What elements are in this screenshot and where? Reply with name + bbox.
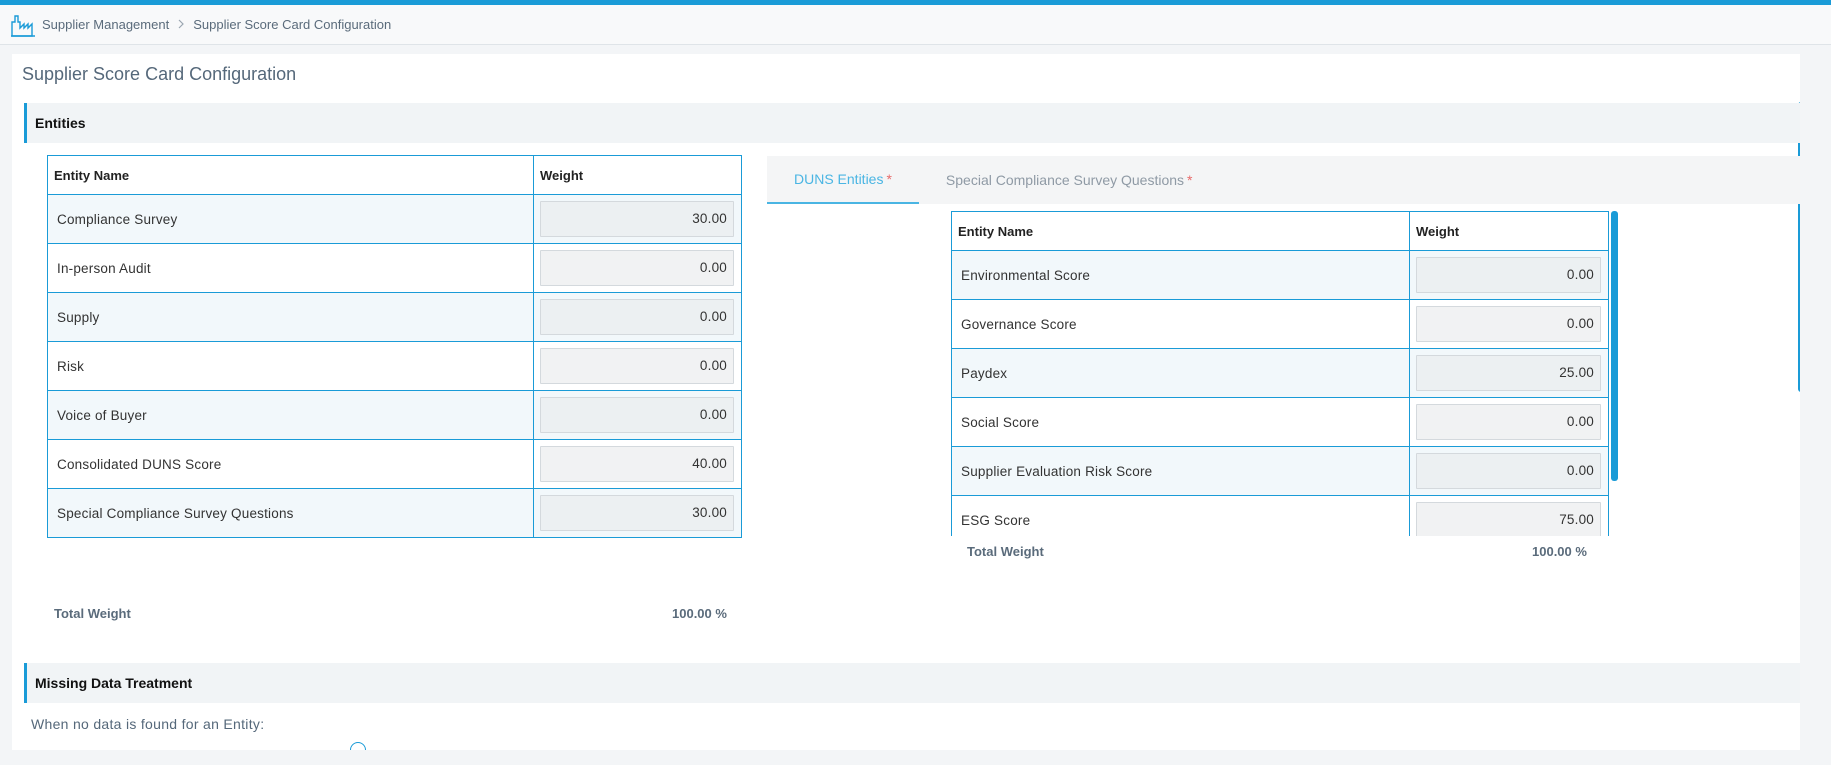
table-row: Risk 0.00 [47, 341, 742, 391]
breadcrumb-current-page: Supplier Score Card Configuration [193, 17, 392, 32]
entity-name-cell: Supply [47, 292, 534, 342]
tab-label: DUNS Entities [794, 171, 884, 187]
column-header-entity-name: Entity Name [47, 155, 534, 195]
entities-total-value: 100.00 % [672, 606, 727, 621]
entities-total-label: Total Weight [54, 606, 131, 621]
weight-cell: 0.00 [533, 243, 742, 293]
breadcrumb-supplier-management[interactable]: Supplier Management [42, 17, 170, 32]
entity-name-cell: Social Score [951, 397, 1410, 447]
table-row: Supplier Evaluation Risk Score 0.00 [951, 446, 1609, 496]
weight-input[interactable]: 0.00 [540, 348, 734, 384]
entity-name-cell: Special Compliance Survey Questions [47, 488, 534, 538]
missing-data-radio-option[interactable] [350, 742, 366, 750]
weight-input[interactable]: 0.00 [540, 299, 734, 335]
weight-cell: 25.00 [1409, 348, 1609, 398]
entity-name-cell: ESG Score [951, 495, 1410, 536]
top-accent-bar [0, 0, 1831, 5]
duns-table-scrollbar[interactable] [1611, 211, 1618, 481]
table-row: Special Compliance Survey Questions 30.0… [47, 488, 742, 538]
weight-input[interactable]: 30.00 [540, 201, 734, 237]
table-row: Governance Score 0.00 [951, 299, 1609, 349]
weight-cell: 30.00 [533, 488, 742, 538]
weight-input[interactable]: 30.00 [540, 495, 734, 531]
column-header-entity-name: Entity Name [951, 211, 1410, 251]
required-marker: * [886, 171, 892, 187]
weight-cell: 0.00 [533, 341, 742, 391]
entity-name-cell: Compliance Survey [47, 194, 534, 244]
tab-label: Special Compliance Survey Questions [945, 172, 1185, 188]
weight-input[interactable]: 40.00 [540, 446, 734, 482]
breadcrumb: Supplier Management Supplier Score Card … [0, 5, 1831, 45]
entity-name-cell: Risk [47, 341, 534, 391]
table-row: Consolidated DUNS Score 40.00 [47, 439, 742, 489]
table-header-row: Entity Name Weight [47, 155, 742, 195]
weight-cell: 40.00 [533, 439, 742, 489]
entity-name-cell: In-person Audit [47, 243, 534, 293]
weight-input[interactable]: 0.00 [1416, 306, 1601, 342]
supplier-factory-icon [10, 12, 36, 38]
table-row: In-person Audit 0.00 [47, 243, 742, 293]
main-panel: Supplier Score Card Configuration Entiti… [12, 54, 1800, 750]
page-scrollbar[interactable] [1798, 102, 1800, 392]
table-row: Environmental Score 0.00 [951, 250, 1609, 300]
table-row: Compliance Survey 30.00 [47, 194, 742, 244]
tab-duns-entities[interactable]: DUNS Entities * [767, 156, 919, 204]
table-header-row: Entity Name Weight [951, 211, 1609, 251]
duns-total-label: Total Weight [967, 544, 1044, 559]
weight-cell: 0.00 [1409, 250, 1609, 300]
duns-total-value: 100.00 % [1532, 544, 1587, 559]
entities-section-title: Entities [35, 115, 86, 131]
entity-name-cell: Governance Score [951, 299, 1410, 349]
column-header-weight: Weight [1409, 211, 1609, 251]
entity-name-cell: Paydex [951, 348, 1410, 398]
missing-data-section-title: Missing Data Treatment [35, 675, 193, 691]
table-row: Voice of Buyer 0.00 [47, 390, 742, 440]
entities-section-header: Entities [24, 103, 1800, 143]
entity-name-cell: Supplier Evaluation Risk Score [951, 446, 1410, 496]
weight-input[interactable]: 0.00 [1416, 257, 1601, 293]
weight-input[interactable]: 0.00 [1416, 453, 1601, 489]
weight-input[interactable]: 25.00 [1416, 355, 1601, 391]
weight-input[interactable]: 75.00 [1416, 502, 1601, 536]
entities-table: Entity Name Weight Compliance Survey 30.… [47, 155, 742, 538]
missing-data-section-header: Missing Data Treatment [24, 663, 1800, 703]
weight-cell: 0.00 [1409, 397, 1609, 447]
entity-name-cell: Environmental Score [951, 250, 1410, 300]
entity-name-cell: Voice of Buyer [47, 390, 534, 440]
duns-entities-table: Entity Name Weight Environmental Score 0… [951, 211, 1609, 536]
entity-name-cell: Consolidated DUNS Score [47, 439, 534, 489]
entity-tabs: DUNS Entities * Special Compliance Survey… [767, 156, 1800, 204]
weight-input[interactable]: 0.00 [540, 250, 734, 286]
weight-input[interactable]: 0.00 [540, 397, 734, 433]
weight-cell: 30.00 [533, 194, 742, 244]
weight-cell: 0.00 [533, 390, 742, 440]
chevron-right-icon [177, 18, 185, 32]
column-header-weight: Weight [533, 155, 742, 195]
missing-data-prompt: When no data is found for an Entity: [31, 716, 265, 732]
weight-cell: 0.00 [1409, 299, 1609, 349]
table-row: ESG Score 75.00 [951, 495, 1609, 536]
table-row: Paydex 25.00 [951, 348, 1609, 398]
table-row: Social Score 0.00 [951, 397, 1609, 447]
page-title: Supplier Score Card Configuration [22, 64, 297, 84]
tab-special-compliance-survey-questions[interactable]: Special Compliance Survey Questions * [919, 156, 1220, 204]
weight-cell: 0.00 [1409, 446, 1609, 496]
weight-input[interactable]: 0.00 [1416, 404, 1601, 440]
duns-table-scroll-area: Entity Name Weight Environmental Score 0… [951, 211, 1611, 536]
table-row: Supply 0.00 [47, 292, 742, 342]
required-marker: * [1187, 172, 1193, 188]
weight-cell: 0.00 [533, 292, 742, 342]
weight-cell: 75.00 [1409, 495, 1609, 536]
